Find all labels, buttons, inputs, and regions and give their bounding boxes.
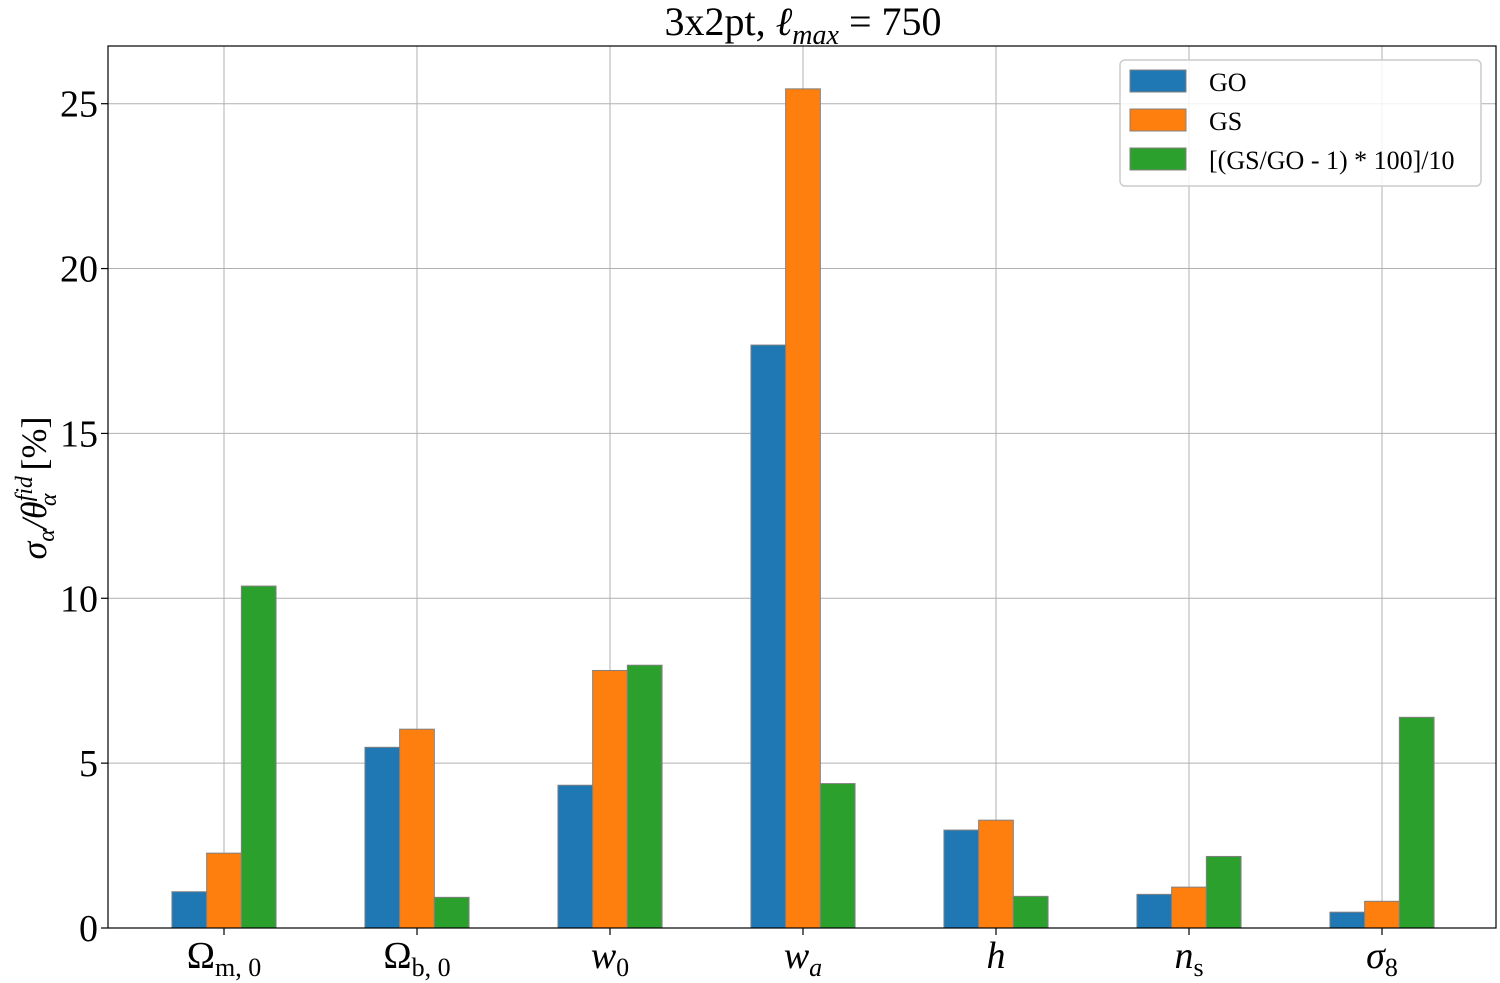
bar-1-1 — [171, 891, 208, 929]
bar-3-1 — [240, 585, 277, 929]
y-tick-label: 0 — [79, 908, 98, 950]
bar-1-7 — [1329, 911, 1366, 929]
chart-title: 3x2pt, ℓmax = 750 — [664, 0, 941, 51]
bar-1-3 — [557, 784, 594, 929]
plot-frame — [107, 45, 1497, 929]
x-tick-label: Ωb, 0 — [383, 935, 450, 982]
bar-3-4 — [819, 783, 856, 929]
bar-2-3 — [592, 669, 628, 929]
legend-label-3: [(GS/GO - 1) * 100]/10 — [1209, 146, 1455, 175]
y-tick-label: 15 — [60, 413, 98, 455]
bar-2-5 — [978, 819, 1014, 929]
bar-2-2 — [399, 728, 435, 929]
y-axis-label: σα/θfidα [%] — [12, 417, 62, 560]
bar-1-5 — [943, 829, 980, 929]
y-tick-label: 25 — [60, 84, 98, 126]
bar-3-5 — [1012, 895, 1049, 929]
legend-swatch-2 — [1129, 108, 1187, 132]
x-tick-label: ns — [1174, 935, 1203, 982]
bar-3-3 — [626, 664, 663, 929]
x-tick-label: h — [987, 935, 1006, 977]
bar-series-group — [171, 88, 1435, 929]
y-tick-label: 10 — [60, 578, 98, 620]
x-tick-label: Ωm, 0 — [187, 935, 261, 982]
legend-label-2: GS — [1209, 107, 1242, 136]
x-tick-label: wa — [784, 935, 822, 982]
bar-3-7 — [1398, 716, 1435, 929]
y-tick-label: 5 — [79, 743, 98, 785]
bar-2-1 — [206, 852, 242, 929]
bar-1-4 — [750, 344, 787, 929]
bar-3-2 — [433, 896, 470, 929]
x-tick-label: σ8 — [1366, 935, 1398, 982]
x-tick-label: w0 — [591, 935, 629, 982]
bar-2-6 — [1171, 886, 1207, 929]
axis-ticks: 0 5 10 15 20 25 Ωm, 0 Ωb, 0 w0 wa h ns σ8 — [60, 84, 1398, 982]
legend: GO GS [(GS/GO - 1) * 100]/10 — [1119, 59, 1482, 187]
bar-1-6 — [1136, 893, 1173, 929]
legend-swatch-1 — [1129, 69, 1187, 93]
bar-1-2 — [364, 746, 401, 929]
bar-3-6 — [1205, 855, 1242, 929]
legend-swatch-3 — [1129, 147, 1187, 171]
legend-label-1: GO — [1209, 68, 1247, 97]
bar-2-4 — [785, 88, 821, 929]
y-tick-label: 20 — [60, 249, 98, 291]
bar-2-7 — [1364, 900, 1400, 929]
legend-frame — [1119, 59, 1482, 187]
